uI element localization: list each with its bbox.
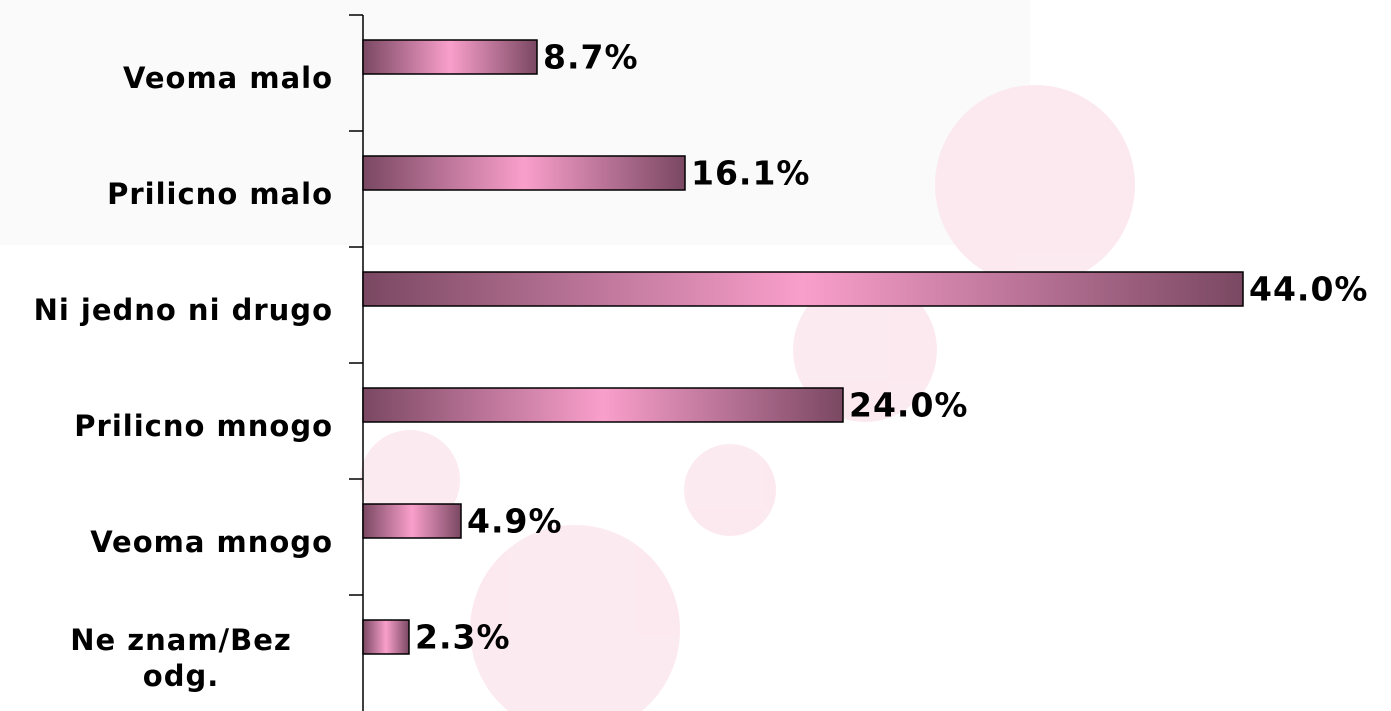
value-label: 2.3% (415, 618, 511, 657)
category-label-box: Ne znam/Bez odg. (3, 622, 333, 695)
category-label-box: Veoma malo (3, 60, 333, 96)
background-decoration (360, 85, 1135, 711)
value-label: 4.9% (467, 502, 563, 541)
category-label: Ne znam/Bez odg. (70, 622, 292, 693)
category-label: Veoma mnogo (90, 524, 333, 559)
bar (362, 387, 844, 423)
category-label: Veoma malo (123, 60, 333, 95)
bar (362, 503, 462, 539)
category-label-box: Veoma mnogo (3, 524, 333, 560)
category-label: Prilicno mnogo (74, 408, 333, 443)
value-label: 8.7% (543, 38, 639, 77)
category-label: Prilicno malo (107, 176, 333, 211)
category-label-box: Ni jedno ni drugo (3, 292, 333, 328)
bar (362, 271, 1244, 307)
bar (362, 619, 410, 655)
bar (362, 39, 538, 75)
value-label: 24.0% (849, 386, 969, 425)
category-label-box: Prilicno mnogo (3, 408, 333, 444)
bar (362, 155, 686, 191)
category-label: Ni jedno ni drugo (33, 292, 333, 327)
value-label: 16.1% (691, 154, 811, 193)
value-label: 44.0% (1249, 270, 1369, 309)
category-label-box: Prilicno malo (3, 176, 333, 212)
